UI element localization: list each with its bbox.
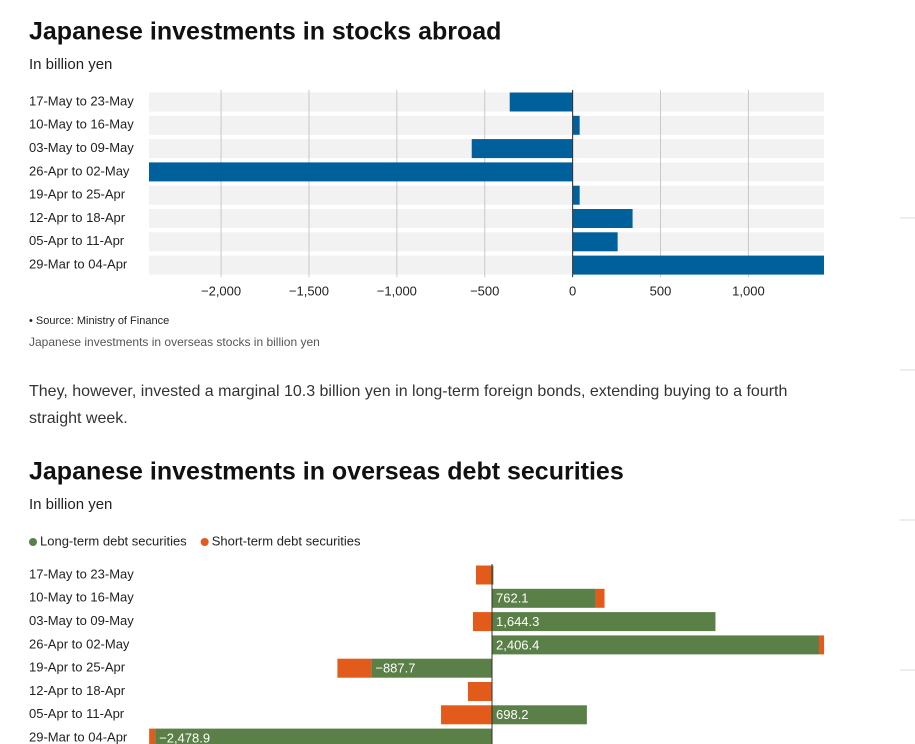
category-label: 29-Mar to 04-Apr [29,730,128,744]
bar-segment [595,588,605,608]
row-background [149,232,824,252]
legend-marker [29,538,37,546]
row-background [149,185,824,205]
category-label: 03-May to 09-May [29,613,134,628]
x-tick-label: 1,000 [732,283,765,298]
bar [572,185,580,205]
bar-segment [337,658,372,678]
chart-title: Japanese investments in stocks abroad [29,18,501,46]
bar-segment [492,565,494,585]
bar [471,139,573,159]
x-tick-label: −500 [470,283,499,298]
bar [572,232,618,252]
bar-segment [149,728,156,744]
caption: Japanese investments in overseas stocks … [29,335,320,349]
bar-segment [472,612,493,632]
value-label: 2,406.4 [496,637,539,652]
paragraph: They, however, invested a marginal 10.3 … [29,383,788,427]
value-label: 762.1 [496,591,529,606]
legend-marker [200,538,209,546]
legend-label: Short-term debt securities [212,533,361,548]
bar-segment [492,612,716,632]
category-label: 10-May to 16-May [29,117,134,132]
bar [149,162,573,182]
chart-title: Japanese investments in overseas debt se… [29,458,624,486]
category-label: 10-May to 16-May [29,590,134,605]
category-label: 26-Apr to 02-May [29,163,130,178]
category-label: 05-Apr to 11-Apr [29,706,125,721]
chart-subtitle: In billion yen [29,496,112,513]
bar [509,92,573,112]
category-label: 12-Apr to 18-Apr [29,210,126,225]
bar-segment [441,705,493,725]
bar-segment [475,565,493,585]
category-label: 03-May to 09-May [29,140,134,155]
row-background [149,115,824,135]
category-label: 19-Apr to 25-Apr [29,187,126,202]
category-label: 26-Apr to 02-May [29,636,130,651]
value-label: 698.2 [496,707,529,722]
category-label: 19-Apr to 25-Apr [29,660,126,675]
category-label: 12-Apr to 18-Apr [29,683,126,698]
category-label: 17-May to 23-May [29,566,134,581]
bar-segment [155,728,493,744]
bar [572,209,633,228]
source: • Source: Ministry of Finance [29,315,169,327]
chart-subtitle: In billion yen [29,56,112,73]
x-tick-label: −2,000 [201,283,241,298]
row-background [149,92,824,112]
bar-segment [492,588,596,608]
bar-segment [371,658,493,678]
value-label: −2,478.9 [159,731,210,744]
legend-label: Long-term debt securities [40,533,187,548]
bar-segment [819,635,825,655]
x-tick-label: −1,000 [377,283,417,298]
value-label: 1,644.3 [496,614,539,629]
x-tick-label: −1,500 [289,283,329,298]
category-label: 29-Mar to 04-Apr [29,257,128,272]
bar [572,115,580,135]
value-label: −887.7 [375,661,415,676]
bar-segment [467,682,493,701]
x-tick-label: 0 [569,283,576,298]
row-background [149,209,824,228]
x-tick-label: 500 [650,283,672,298]
category-label: 17-May to 23-May [29,93,134,108]
category-label: 05-Apr to 11-Apr [29,233,125,248]
bar [572,255,824,275]
bar-segment [492,635,820,655]
bar-segment [492,705,587,725]
